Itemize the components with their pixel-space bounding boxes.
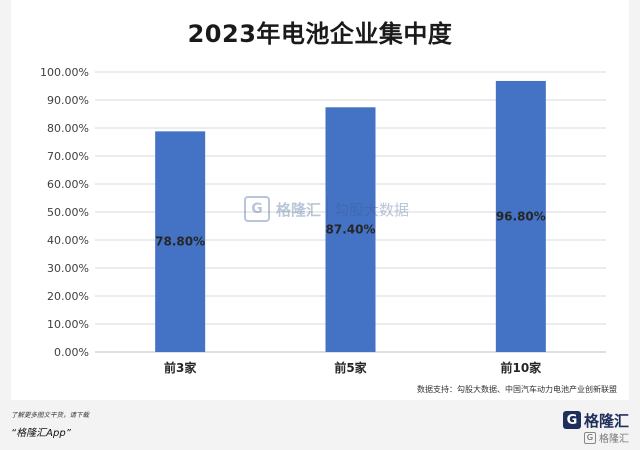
y-tick-label: 60.00% (47, 178, 89, 191)
bar (155, 131, 206, 352)
bar-value-label: 78.80% (155, 235, 205, 249)
watermark: G 格隆汇 勾股大数据 (244, 196, 409, 222)
y-tick-label: 100.00% (40, 66, 89, 79)
y-tick-label: 50.00% (47, 206, 89, 219)
y-tick-label: 20.00% (47, 290, 89, 303)
brand-logo: G 格隆汇 (562, 410, 629, 430)
brand-sub-name: 格隆汇 (599, 434, 629, 445)
x-tick-label: 前5家 (334, 360, 367, 375)
y-tick-label: 30.00% (47, 262, 89, 275)
chart-card: 2023年电池企业集中度 0.00% 10.00% 20.00% 30.00% 40.0… (11, 0, 629, 400)
bar (495, 80, 546, 353)
y-tick-label: 90.00% (47, 94, 89, 107)
y-tick-label: 40.00% (47, 234, 89, 247)
brand-name: 格隆汇 (583, 411, 629, 430)
y-tick-label: 10.00% (47, 318, 89, 331)
bar-value-label: 96.80% (496, 209, 546, 223)
footer-app-link[interactable]: “格隆汇App” (11, 428, 71, 439)
watermark-partner: 勾股大数据 (334, 200, 410, 219)
bar (325, 107, 376, 352)
brand-mini-icon: G (584, 431, 596, 444)
y-tick-label: 80.00% (47, 122, 89, 135)
watermark-divider (327, 198, 329, 220)
x-tick-label: 前3家 (164, 360, 197, 375)
chart-title: 2023年电池企业集中度 (187, 20, 453, 48)
bar-chart: 0.00% 10.00% 20.00% 30.00% 40.00% 50.00% 60.00… (40, 66, 606, 375)
bar-value-label: 87.40% (326, 223, 376, 237)
brand-logo-icon: G (562, 411, 581, 429)
x-tick-label: 前10家 (500, 360, 542, 375)
watermark-logo-icon: G (244, 196, 270, 222)
y-tick-label: 0.00% (54, 346, 89, 359)
watermark-brand: 格隆汇 (276, 200, 322, 219)
data-source: 数据支持：勾股大数据、中国汽车动力电池产业创新联盟 (417, 385, 617, 394)
brand-watermark: G 格隆汇 (584, 430, 629, 445)
footer-note: 了解更多图文干货，请下载 (11, 411, 89, 419)
y-tick-label: 70.00% (47, 150, 89, 163)
